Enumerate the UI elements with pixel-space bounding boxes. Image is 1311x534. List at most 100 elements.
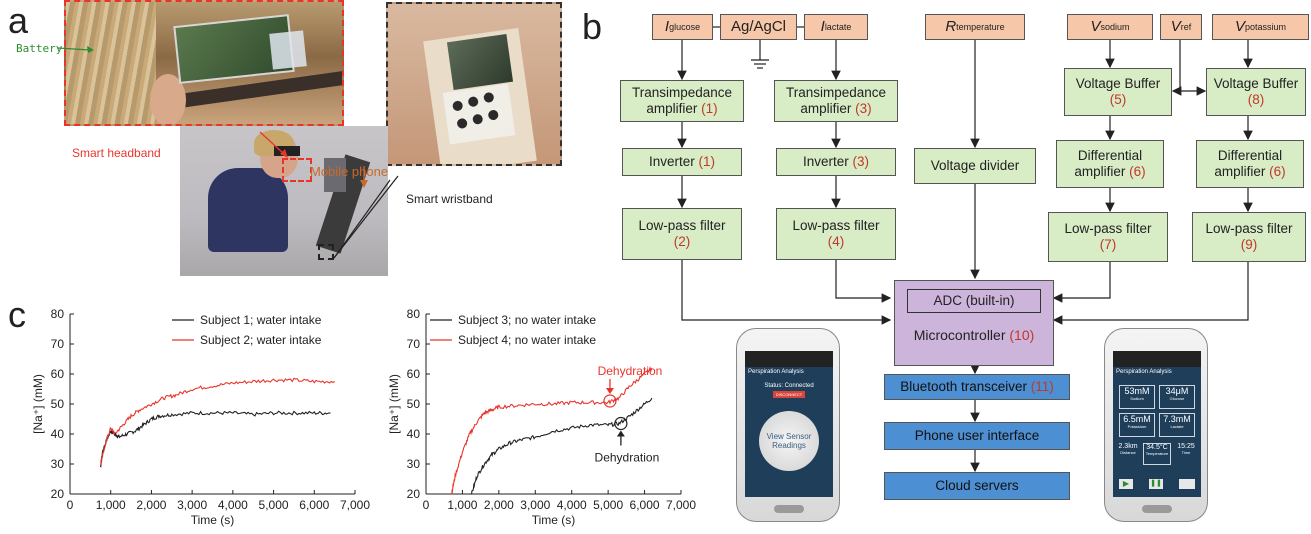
differential-amplifier-6a: Differential amplifier (6) — [1056, 140, 1164, 188]
low-pass-filter-9: Low-pass filter (9) — [1192, 212, 1306, 262]
adc-built-in: ADC (built-in) — [907, 289, 1041, 313]
x-tick-label: 5,000 — [259, 498, 289, 512]
voltage-buffer-8: Voltage Buffer (8) — [1206, 68, 1306, 116]
dehydration-marker-2 — [614, 416, 628, 431]
y-tick-label: 80 — [51, 307, 65, 321]
series-line-1 — [99, 410, 331, 468]
low-pass-filter-2: Low-pass filter (2) — [622, 208, 742, 260]
inverter-3: Inverter (3) — [776, 148, 896, 176]
dehydration-label-1: Dehydration — [598, 364, 663, 378]
cloud-servers: Cloud servers — [884, 472, 1070, 500]
phone-left-status: Status: Connected — [764, 383, 814, 389]
mobile-phone-on-bike — [324, 158, 346, 192]
y-tick-label: 30 — [407, 457, 421, 471]
dehydration-label-2: Dehydration — [595, 451, 660, 465]
panel-label-c: c — [8, 294, 26, 335]
x-tick-label: 3,000 — [520, 498, 550, 512]
phone-menu-button[interactable] — [1179, 479, 1195, 489]
wristband-sensor-array — [442, 83, 516, 145]
annotation-arrowhead — [616, 430, 625, 437]
y-tick-label: 60 — [407, 367, 421, 381]
x-tick-label: 2,000 — [484, 498, 514, 512]
wristband-photo — [386, 2, 562, 166]
y-tick-label: 60 — [51, 367, 65, 381]
play-button[interactable]: ▶ — [1119, 479, 1133, 489]
phone-connection-screen: Perspiration Analysis Status: Connected … — [736, 328, 840, 522]
x-tick-label: 1,000 — [447, 498, 477, 512]
phone-readings-screen: Perspiration Analysis 53mM Sodium 34μM Glu… — [1104, 328, 1208, 522]
x-axis-title: Time (s) — [532, 513, 576, 527]
y-tick-label: 40 — [407, 427, 421, 441]
y-tick-label: 40 — [51, 427, 65, 441]
x-tick-label: 4,000 — [218, 498, 248, 512]
voltage-divider: Voltage divider — [914, 148, 1036, 184]
disconnect-button[interactable]: DISCONNECT — [773, 391, 805, 398]
reading-glucose: 34μM Glucose — [1159, 385, 1195, 409]
microcontroller: ADC (built-in) Microcontroller (10) — [894, 280, 1054, 366]
x-tick-label: 3,000 — [177, 498, 207, 512]
y-tick-label: 70 — [407, 337, 421, 351]
reading-temperature: 34.5°C Temperature — [1143, 443, 1171, 465]
reading-potassium: 6.5mM Potassium — [1119, 413, 1155, 437]
phone-home-button — [1142, 505, 1172, 513]
legend-entry-2: Subject 4; no water intake — [458, 333, 596, 347]
low-pass-filter-7: Low-pass filter (7) — [1048, 212, 1168, 262]
bluetooth-transceiver: Bluetooth transceiver (11) — [884, 374, 1070, 400]
view-sensor-readings-button[interactable]: View Sensor Readings — [759, 411, 819, 471]
smart-wristband-label: Smart wristband — [406, 192, 493, 206]
wristband-circuit-board — [446, 34, 514, 90]
legend-entry-1: Subject 1; water intake — [200, 313, 322, 327]
phone-right-title: Perspiration Analysis — [1116, 369, 1172, 375]
mobile-phone-label: Mobile phone — [310, 164, 389, 179]
transimpedance-amplifier-1: Transimpedance amplifier (1) — [620, 80, 744, 122]
sodium-chart-water-intake: 0 1,000 2,000 3,000 4,000 5,000 6,000 7,000 20 30… — [31, 307, 370, 527]
x-tick-label: 5,000 — [593, 498, 623, 512]
panel-label-b: b — [582, 6, 603, 47]
block-diagram-connectors — [677, 26, 1253, 473]
y-tick-label: 80 — [407, 307, 421, 321]
reading-distance: 2.3km Distance — [1118, 443, 1138, 455]
annotation-arrowhead — [605, 388, 614, 394]
y-axis-title: [Na⁺] (mM) — [387, 374, 401, 434]
transimpedance-amplifier-3: Transimpedance amplifier (3) — [774, 80, 898, 122]
reading-time: 15:25 Time — [1177, 443, 1195, 455]
inverter-1: Inverter (1) — [622, 148, 742, 176]
phone-left-title: Perspiration Analysis — [748, 369, 804, 375]
panel-label-a: a — [8, 0, 29, 41]
y-tick-label: 20 — [51, 487, 65, 501]
microcontroller-label: Microcontroller (10) — [913, 327, 1035, 343]
low-pass-filter-4: Low-pass filter (4) — [776, 208, 896, 260]
x-axis-title: Time (s) — [191, 513, 235, 527]
y-tick-label: 20 — [407, 487, 421, 501]
x-tick-label: 6,000 — [630, 498, 660, 512]
sensor-reference-electrode: Ag/AgCl — [720, 14, 797, 40]
smart-headband-label: Smart headband — [72, 146, 161, 160]
series-line-1 — [470, 397, 653, 495]
voltage-buffer-5: Voltage Buffer (5) — [1064, 68, 1172, 116]
x-tick-label: 4,000 — [557, 498, 587, 512]
x-tick-label: 7,000 — [340, 498, 370, 512]
y-tick-label: 30 — [51, 457, 65, 471]
y-tick-label: 50 — [51, 397, 65, 411]
differential-amplifier-6b: Differential amplifier (6) — [1196, 140, 1304, 188]
wristband-highlight-box — [318, 244, 334, 260]
legend-entry-1: Subject 3; no water intake — [458, 313, 596, 327]
series-line-2 — [100, 377, 335, 467]
y-tick-label: 70 — [51, 337, 65, 351]
x-tick-label: 2,000 — [136, 498, 166, 512]
pause-button[interactable]: ❚❚ — [1149, 479, 1163, 489]
x-tick-label: 6,000 — [299, 498, 329, 512]
dehydration-marker-1 — [603, 394, 617, 408]
sodium-chart-no-water-intake: 0 1,000 2,000 3,000 4,000 5,000 6,000 7,000 20 30… — [387, 307, 696, 527]
phone-user-interface: Phone user interface — [884, 422, 1070, 450]
battery-label: Battery — [16, 42, 63, 55]
x-tick-label: 1,000 — [96, 498, 126, 512]
headband-highlight-box — [282, 158, 312, 182]
headband-photo — [64, 0, 344, 126]
